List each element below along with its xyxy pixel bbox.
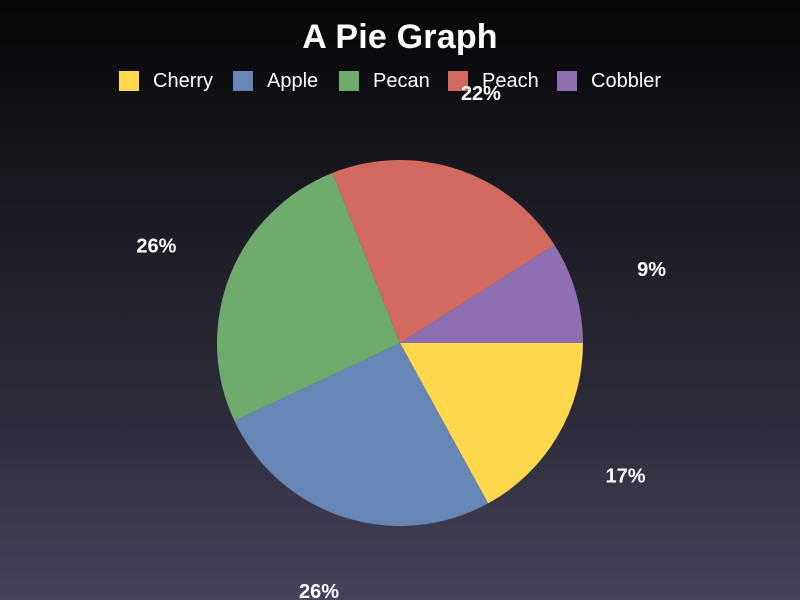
pie-slice-peach (332, 159, 555, 343)
legend-item-cobbler: Cobbler (557, 68, 661, 94)
chart-legend: Cherry Apple Pecan Peach Cobbler (0, 68, 800, 94)
pie-label-cherry: 17% (605, 465, 645, 487)
legend-swatch-apple (233, 71, 253, 91)
legend-item-peach: Peach (448, 68, 539, 94)
legend-swatch-peach (448, 71, 468, 91)
pie-labels: 17% 26% 26% 22% 9% (136, 83, 666, 600)
pie-label-peach: 22% (461, 83, 501, 105)
legend-label-cherry: Cherry (153, 69, 214, 92)
pie-label-apple: 26% (299, 581, 339, 600)
pie-label-cobbler: 9% (637, 259, 666, 281)
legend-label-pecan: Pecan (373, 69, 430, 92)
legend-label-peach: Peach (482, 69, 539, 92)
chart-title: A Pie Graph (302, 18, 498, 56)
legend-item-apple: Apple (233, 68, 318, 94)
pie-slice-cobbler (400, 244, 583, 343)
pie-slice-pecan (217, 172, 400, 421)
pie-slice-cherry (400, 343, 583, 504)
legend-swatch-pecan (339, 71, 359, 91)
legend-swatch-cobbler (557, 71, 577, 91)
legend-swatch-cherry (119, 71, 139, 91)
pie-slice-apple (234, 343, 489, 526)
legend-item-pecan: Pecan (339, 68, 430, 94)
legend-label-apple: Apple (267, 69, 319, 92)
legend-label-cobbler: Cobbler (591, 69, 662, 92)
legend-item-cherry: Cherry (119, 68, 213, 94)
pie-slices (217, 159, 583, 526)
pie-label-pecan: 26% (136, 236, 176, 258)
